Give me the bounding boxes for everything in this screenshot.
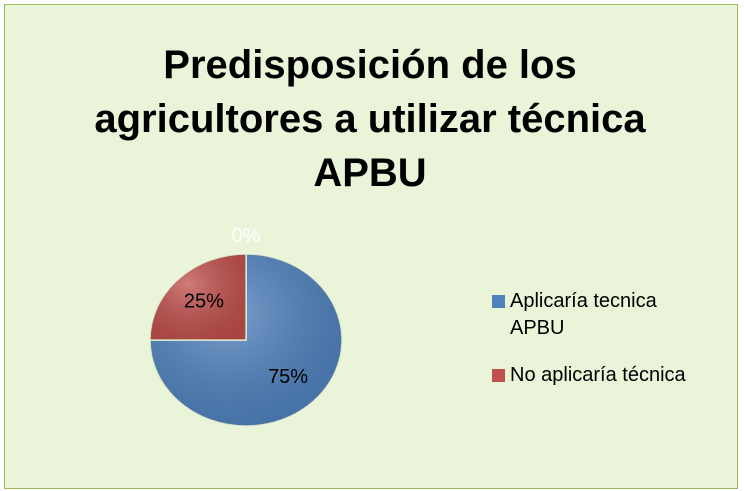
legend-swatch: [492, 295, 505, 308]
legend-entry: No aplicaría técnica: [492, 362, 732, 389]
legend-swatch: [492, 369, 505, 382]
legend: Aplicaría tecnica APBU No aplicaría técni…: [492, 288, 732, 409]
chart-frame: [4, 4, 738, 489]
data-label: 75%: [268, 366, 308, 388]
data-label: 25%: [184, 291, 224, 313]
legend-label: Aplicaría tecnica APBU: [510, 290, 657, 339]
legend-label: No aplicaría técnica: [510, 364, 686, 386]
legend-entry: Aplicaría tecnica APBU: [492, 288, 732, 342]
slice-shade: [150, 254, 246, 340]
data-label: 0%: [232, 225, 261, 247]
chart-title: Predisposición de los agricultores a uti…: [94, 43, 646, 195]
